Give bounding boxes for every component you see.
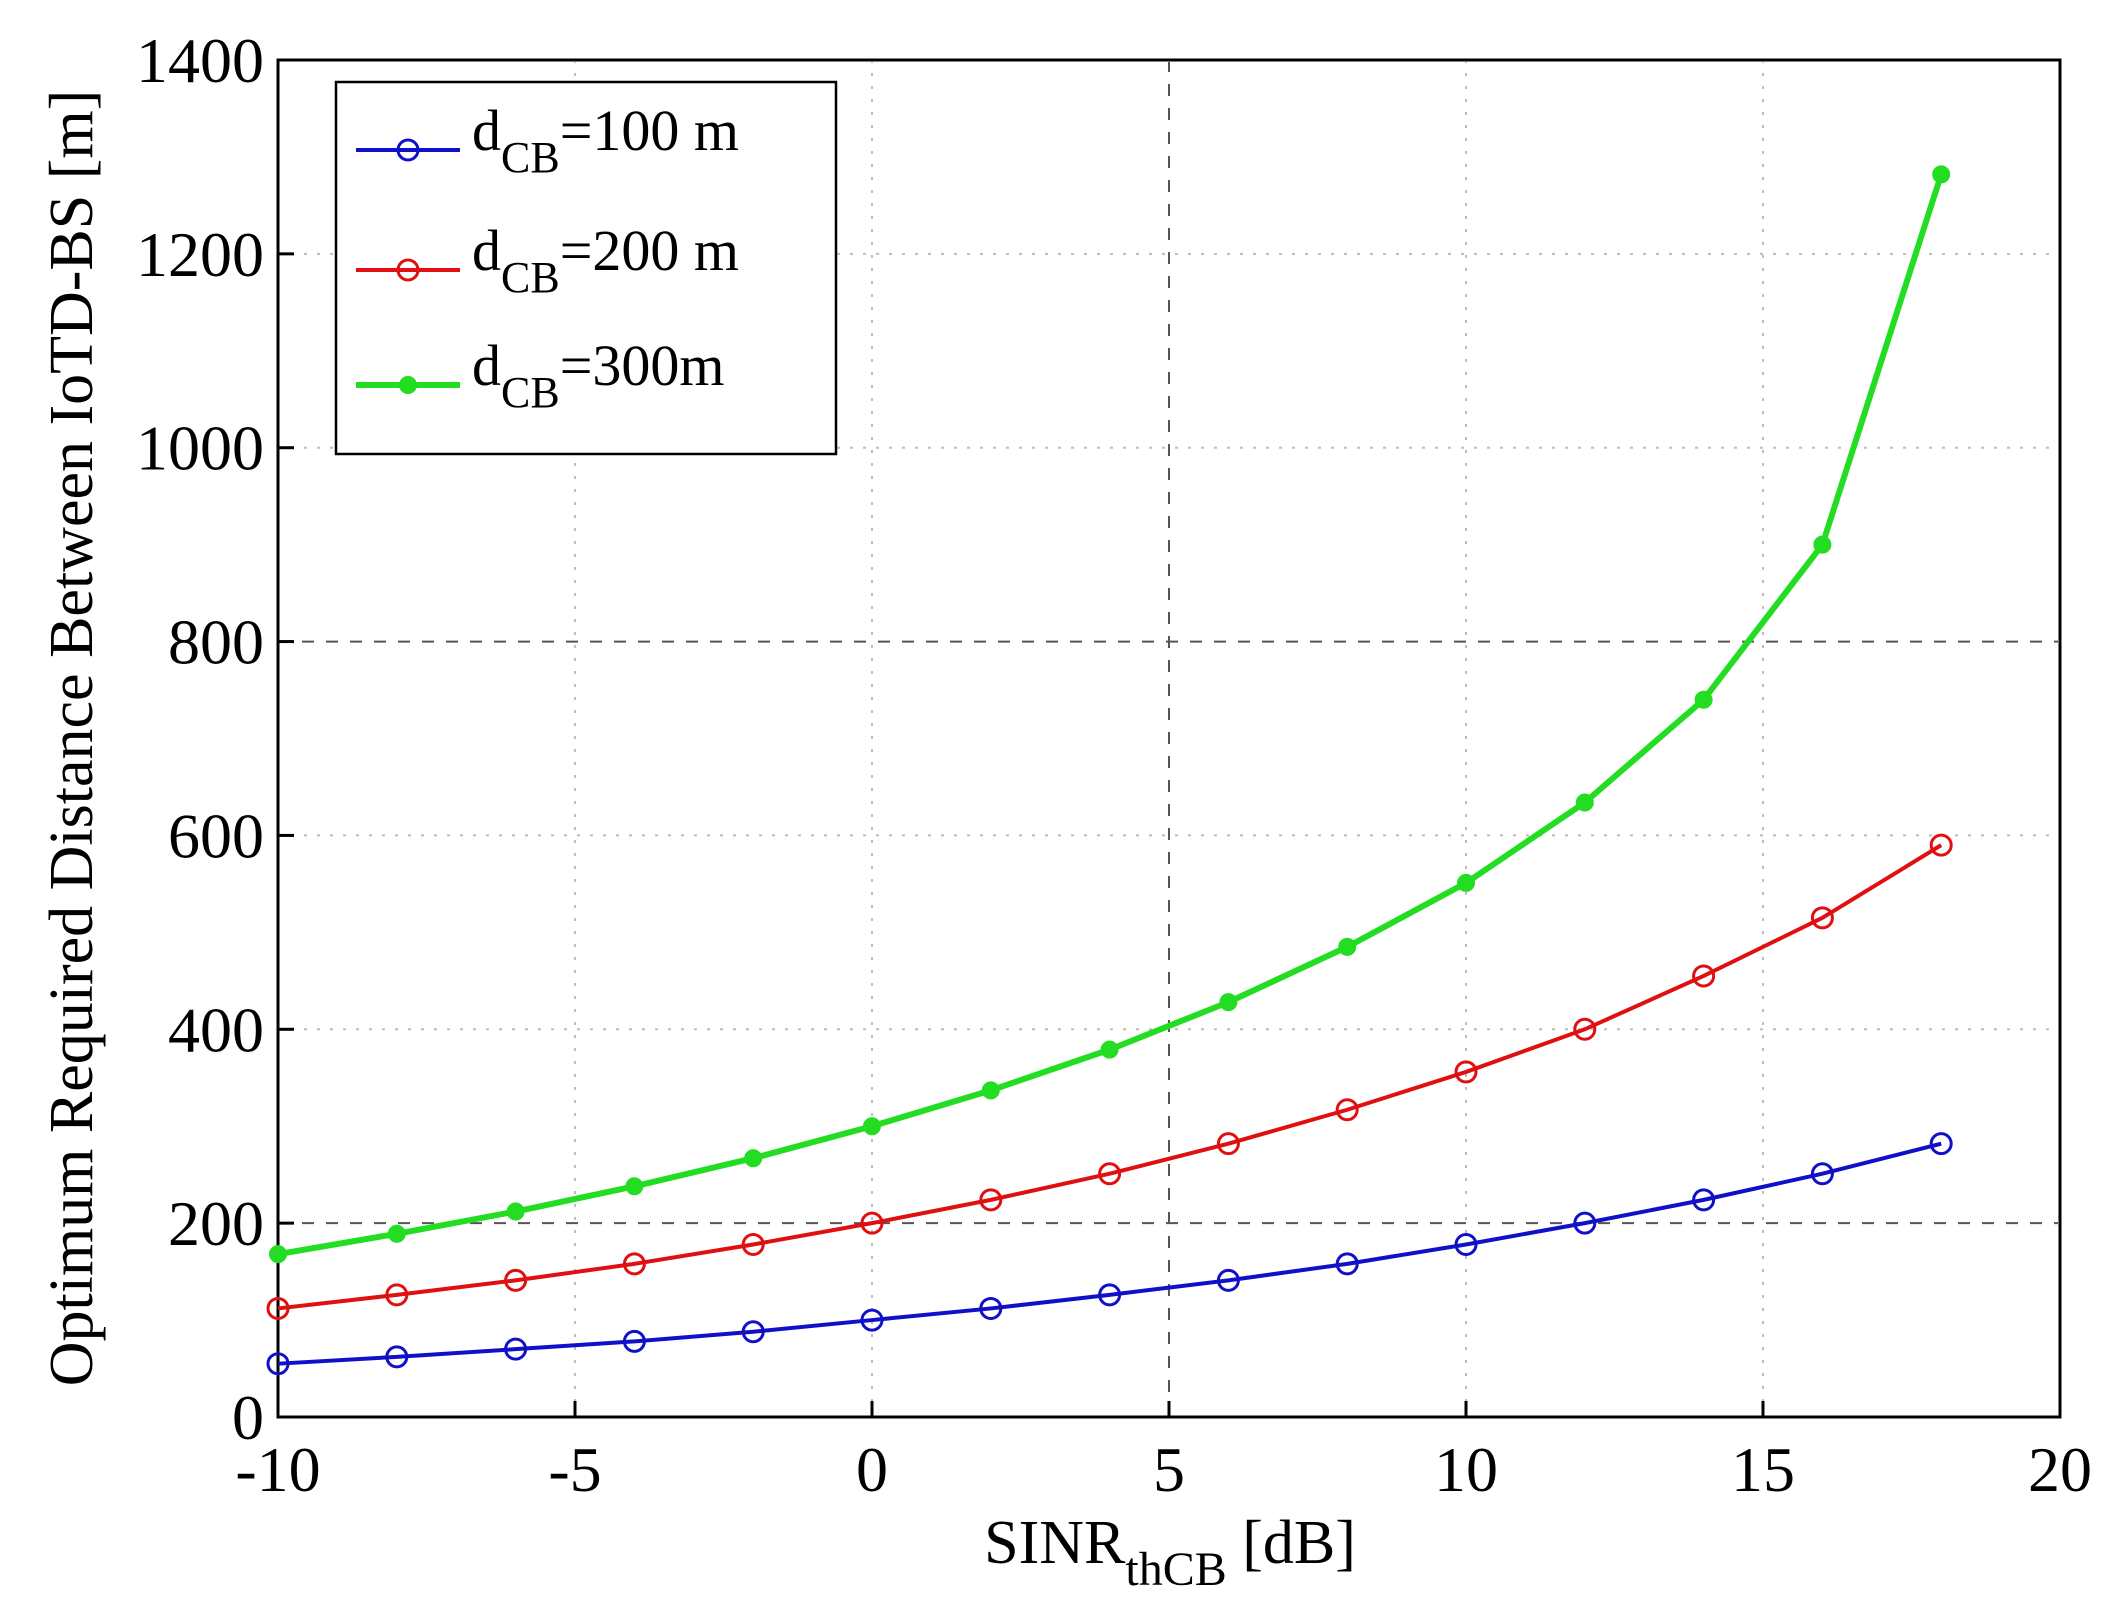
data-point [1216, 1268, 1240, 1292]
data-point [1932, 165, 1951, 184]
x-tick-label: 15 [1731, 1434, 1795, 1505]
data-point [1216, 1132, 1240, 1156]
legend-label-300: dCB=300m [472, 333, 725, 417]
data-point [1810, 906, 1834, 930]
legend-label-200-sub: CB [501, 253, 560, 302]
data-point [863, 1117, 881, 1136]
data-point [387, 1224, 406, 1243]
data-point [1098, 1162, 1122, 1186]
legend-label-300-suffix: =300m [560, 333, 725, 398]
data-point [1454, 1232, 1478, 1256]
legend-label-100-sub: CB [501, 133, 560, 182]
y-tick-labels: 0 200 400 600 800 1000 1200 1400 [136, 25, 264, 1453]
data-point [1573, 1017, 1597, 1041]
x-tick-label: 5 [1153, 1434, 1185, 1505]
x-tick-label: 10 [1434, 1434, 1498, 1505]
axis-ticks [276, 58, 2062, 1419]
data-point [1810, 1162, 1834, 1186]
series-1 [266, 833, 1953, 1320]
data-point [622, 1329, 646, 1353]
data-point [266, 1352, 290, 1376]
x-axis-title-suffix: [dB] [1227, 1509, 1356, 1577]
data-point [1575, 793, 1594, 812]
data-point [504, 1337, 528, 1361]
legend-marker-200 [396, 258, 420, 282]
data-point [1219, 993, 1238, 1012]
data-point [860, 1308, 884, 1332]
data-point [981, 1081, 1000, 1100]
data-point [1457, 873, 1475, 892]
y-tick-label: 1000 [136, 413, 264, 484]
legend-label-200: dCB=200 m [472, 218, 739, 302]
legend-label-300-sub: CB [501, 368, 560, 417]
legend-entry-100: dCB=100 m [356, 98, 739, 182]
series-line-1 [277, 843, 1943, 1311]
data-point [1098, 1283, 1122, 1307]
legend-label-100: dCB=100 m [472, 98, 739, 182]
y-tick-label: 200 [168, 1188, 264, 1259]
x-tick-label: 20 [2028, 1434, 2092, 1505]
legend: dCB=100 m dCB=200 m dCB=300m [334, 80, 838, 456]
data-point [1100, 1040, 1119, 1059]
x-axis-title-main: SINR [984, 1509, 1126, 1577]
data-point [1335, 1098, 1359, 1122]
data-point [385, 1345, 409, 1369]
data-point [1335, 1252, 1359, 1276]
data-point [269, 1245, 287, 1264]
y-tick-label: 1400 [136, 25, 264, 96]
data-point [1694, 690, 1713, 709]
x-tick-labels: -10 -5 0 5 10 15 20 [235, 1434, 2092, 1505]
series-layer [266, 165, 1953, 1376]
data-point [860, 1211, 884, 1235]
series-2 [269, 165, 1951, 1264]
data-point [625, 1177, 644, 1196]
x-tick-label: -5 [548, 1434, 601, 1505]
data-point [1692, 1188, 1716, 1212]
data-point [979, 1188, 1003, 1212]
data-point [266, 1296, 290, 1320]
data-point [1929, 833, 1953, 857]
legend-marker-100 [396, 138, 420, 162]
legend-label-300-main: d [472, 333, 501, 398]
y-axis-title: Optimum Required Distance Between IoTD-B… [38, 90, 106, 1387]
y-tick-label: 400 [168, 994, 264, 1065]
data-point [1338, 937, 1357, 956]
data-point [1929, 1132, 1953, 1156]
data-point [385, 1283, 409, 1307]
y-tick-label: 600 [168, 800, 264, 871]
series-0 [266, 1132, 1953, 1376]
y-tick-label: 1200 [136, 219, 264, 290]
data-point [506, 1202, 525, 1221]
legend-entry-200: dCB=200 m [356, 218, 739, 302]
series-line-0 [277, 1141, 1942, 1366]
data-point [744, 1149, 763, 1168]
data-point [1573, 1211, 1597, 1235]
x-tick-label: -10 [235, 1434, 320, 1505]
x-axis-title: SINRthCB [dB] [984, 1509, 1356, 1596]
data-point [741, 1320, 765, 1344]
legend-label-100-main: d [472, 98, 501, 163]
legend-label-200-main: d [472, 218, 501, 283]
y-tick-label: 800 [168, 607, 264, 678]
legend-label-200-suffix: =200 m [560, 218, 739, 283]
data-point [741, 1232, 765, 1256]
data-point [1813, 535, 1832, 554]
legend-marker-300 [399, 376, 417, 394]
legend-entry-300: dCB=300m [356, 333, 725, 417]
x-axis-title-subscript: thCB [1125, 1543, 1226, 1596]
data-point [1454, 1060, 1478, 1084]
data-point [1692, 964, 1716, 988]
x-tick-label: 0 [856, 1434, 888, 1505]
data-point [504, 1268, 528, 1292]
data-point [622, 1252, 646, 1276]
y-tick-label: 0 [232, 1382, 264, 1453]
legend-label-100-suffix: =100 m [560, 98, 739, 163]
data-point [979, 1296, 1003, 1320]
